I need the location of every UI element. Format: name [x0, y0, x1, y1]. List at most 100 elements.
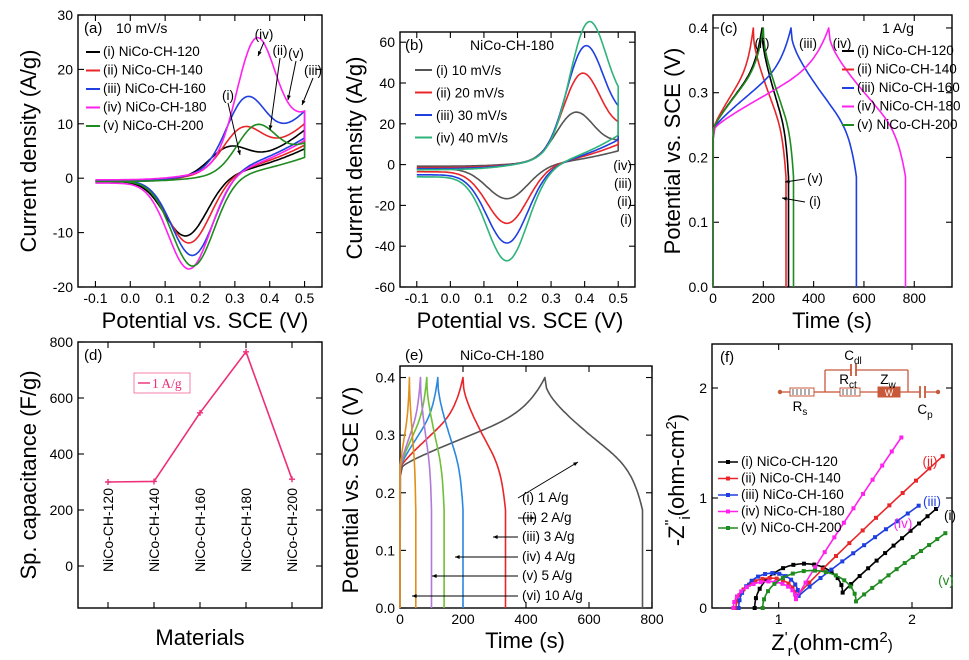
panel-f-point [925, 514, 930, 519]
panel-d-point [151, 478, 157, 485]
panel-d-category-label: NiCo-CH-180 [238, 488, 254, 572]
panel-f-curve-5 [761, 532, 946, 609]
panel-f-point [790, 588, 795, 593]
panel-c-curve-2 [712, 27, 787, 288]
panel-c-ytick-label: 0.0 [689, 279, 709, 295]
panel-f-point [766, 589, 771, 594]
panel-a-ytick-label: 0 [65, 170, 73, 186]
panel-f-circuit-label: Cdl [844, 348, 862, 367]
panel-f-point [870, 477, 875, 482]
panel-d-ylabel: Sp. capacitance (F/g) [16, 370, 41, 579]
panel-f-point [766, 579, 771, 584]
panel-f-point [812, 562, 817, 567]
panel-f-frame [711, 343, 953, 609]
panel-f-ylabel: -Z''i(ohm-cm2) [662, 414, 694, 546]
panel-f-point [762, 597, 767, 602]
panel-f-point [900, 536, 905, 541]
panel-a-xtick-label: 0.4 [260, 290, 280, 306]
panel-f-point [917, 521, 922, 526]
panel-d-ytick-label: 600 [50, 390, 74, 406]
panel-a-ytick-label: -10 [53, 225, 73, 241]
panel-f-legend-marker [726, 476, 730, 481]
panel-d-line [107, 351, 293, 483]
panel-f-point [790, 585, 795, 590]
panel-f-point [880, 463, 885, 468]
panel-a-legend-item: (iv) NiCo-CH-180 [103, 100, 207, 115]
panel-f-point [852, 591, 857, 596]
panel-a-ylabel: Current density (A/g) [16, 50, 41, 253]
panel-f-point [839, 583, 844, 588]
panel-e-ytick-label: 0.3 [376, 427, 396, 443]
panel-e-legend-arrow-head [493, 535, 498, 539]
panel-c-annotation: (iv) [833, 36, 852, 51]
panel-d-legend-item: 1 A/g [152, 376, 182, 391]
panel-f-point [851, 551, 856, 556]
panel-e-legend-arrow-head [432, 574, 437, 578]
panel-e-curve-3 [399, 376, 464, 609]
panel-b-ytick-label: -20 [375, 197, 395, 213]
panel-f-point [749, 578, 754, 583]
panel-f-point [780, 575, 785, 580]
panel-b-legend-item: (i) 10 mV/s [436, 63, 502, 78]
panel-a-annotation-arrow [269, 57, 281, 131]
panel-b-xtick-label: 0.4 [575, 290, 595, 306]
panel-f-point [878, 579, 883, 584]
panel-b-legend-item: (iii) 30 mV/s [436, 108, 508, 123]
panel-f-point [857, 574, 862, 579]
panel-f-point [760, 606, 765, 610]
panel-f-point [910, 555, 915, 560]
panel-b-xtick-label: 0.5 [608, 290, 628, 306]
panel-a-annotation-arrow-head [287, 95, 291, 100]
panel-f-point [731, 606, 736, 610]
panel-f-point [918, 549, 923, 554]
panel-f-legend-item: (iii) NiCo-CH-160 [741, 487, 844, 502]
panel-e-curve-1 [399, 376, 644, 609]
panel-f-point [737, 598, 742, 603]
panel-a-xtick-label: 0.1 [155, 290, 175, 306]
panel-d-legend-box [133, 372, 191, 394]
panel-f-point [854, 599, 858, 604]
panel-f-point [935, 537, 940, 542]
panel-f-point [780, 581, 785, 586]
panel-a-annotation-arrow-head [268, 125, 273, 130]
panel-f-circuit-label: Cp [917, 402, 933, 421]
panel-a-curve-1 [95, 129, 306, 237]
panel-a-annotation-arrow [301, 77, 314, 106]
panel-b-xlabel: Potential vs. SCE (V) [417, 308, 624, 333]
panel-c-legend-item: (v) NiCo-CH-200 [857, 117, 958, 132]
panel-f-legend-item: (i) NiCo-CH-120 [741, 454, 838, 469]
panel-f-point [822, 550, 827, 555]
panel-f-point [851, 506, 856, 511]
panel-f-point [751, 582, 756, 587]
panel-f-point [757, 586, 762, 591]
panel-f-point [801, 561, 806, 566]
panel-f-point [899, 435, 904, 440]
panel-e-legend-item: (ii) 2 A/g [522, 510, 572, 525]
panel-f-point [786, 584, 791, 589]
panel-b-legend-item: (iv) 40 mV/s [436, 131, 508, 146]
panel-c-ytick-label: 0.1 [689, 214, 709, 230]
panel-f-xtick-label: 1 [775, 611, 783, 627]
panel-d-ytick-label: 200 [50, 502, 74, 518]
panel-a-xtick-label: -0.1 [83, 290, 107, 306]
panel-f-point [781, 566, 786, 571]
panel-c-xtick-label: 0 [709, 290, 717, 306]
panel-b-xtick-label: 0.1 [474, 290, 494, 306]
panel-b-label: (b) [405, 37, 423, 54]
panel-d-ytick-label: 800 [50, 334, 74, 350]
panel-f-point [847, 541, 852, 546]
panel-c-legend-item: (ii) NiCo-CH-140 [857, 62, 957, 77]
panel-d-point [243, 348, 249, 355]
panel-c-ylabel: Potential vs. SCE (V) [660, 48, 685, 255]
panel-a-xtick-label: 0.2 [190, 290, 210, 306]
panel-f-point [927, 543, 932, 548]
panel-b-ytick-label: 20 [379, 116, 395, 132]
panel-e-title: NiCo-CH-180 [460, 347, 544, 363]
panel-f-point [772, 581, 777, 586]
panel-f-point [943, 531, 948, 536]
panel-f-point [793, 590, 798, 595]
panel-a-annotation: (iii) [304, 63, 322, 78]
panel-f-point [737, 593, 742, 598]
panel-c-xtick-label: 200 [752, 290, 776, 306]
panel-e-legend-item: (iii) 3 A/g [522, 529, 575, 544]
